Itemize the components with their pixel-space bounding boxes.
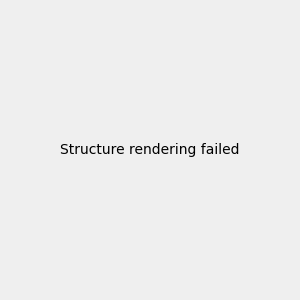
Text: Structure rendering failed: Structure rendering failed xyxy=(60,143,240,157)
